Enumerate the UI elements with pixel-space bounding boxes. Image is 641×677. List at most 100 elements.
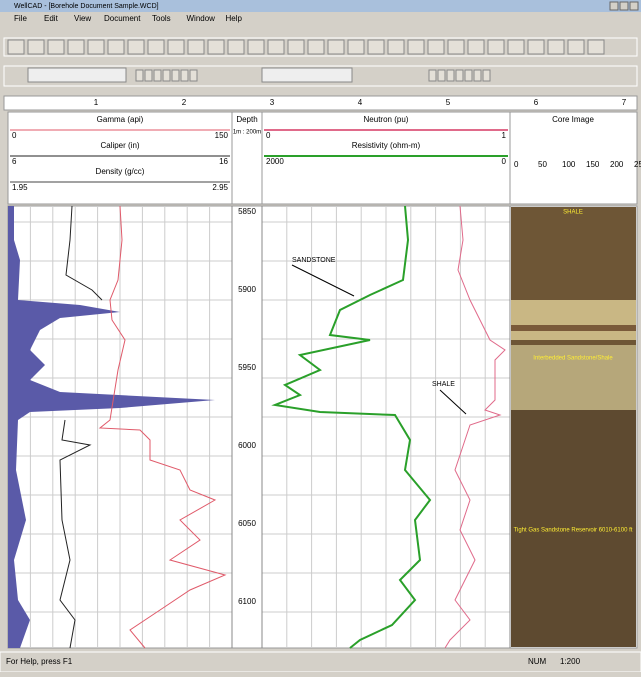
- menu-item[interactable]: File: [14, 14, 27, 23]
- caliper-curve: [59, 205, 103, 649]
- curve-min: 6: [12, 157, 17, 166]
- menu-item[interactable]: Tools: [152, 14, 171, 23]
- tool-button[interactable]: [587, 39, 605, 55]
- tool-button[interactable]: [455, 69, 464, 82]
- menu-item[interactable]: View: [74, 14, 91, 23]
- neutron-curve: [271, 205, 432, 649]
- tool-button[interactable]: [567, 39, 585, 55]
- depth-label: 5950: [238, 363, 256, 372]
- ruler-label: 4: [358, 98, 363, 107]
- curve-max: 150: [215, 131, 229, 140]
- ruler-labels: 1 2 3 4 5 6 7: [94, 98, 627, 107]
- tool-button[interactable]: [162, 69, 171, 82]
- tool-button[interactable]: [507, 39, 525, 55]
- tool-button[interactable]: [47, 39, 65, 55]
- tool-button[interactable]: [153, 69, 162, 82]
- tool-button[interactable]: [427, 39, 445, 55]
- tool-button[interactable]: [227, 39, 245, 55]
- image-name: Core Image: [552, 115, 594, 124]
- tool-button[interactable]: [167, 39, 185, 55]
- density-curve: [98, 205, 227, 649]
- gamma-fill: [8, 206, 215, 648]
- resistivity-curve: [444, 205, 506, 649]
- tool-button[interactable]: [180, 69, 189, 82]
- depth-label: 5850: [238, 207, 256, 216]
- tool-button[interactable]: [473, 69, 482, 82]
- tool-button[interactable]: [307, 39, 325, 55]
- ruler-label: 1: [94, 98, 99, 107]
- tool-button[interactable]: [127, 39, 145, 55]
- tool-button[interactable]: [107, 39, 125, 55]
- tool-button[interactable]: [467, 39, 485, 55]
- tool-button[interactable]: [482, 69, 491, 82]
- ruler-label: 3: [270, 98, 275, 107]
- depth-name: Depth: [236, 115, 257, 124]
- menu-item[interactable]: Help: [226, 14, 243, 23]
- image-scale: 0: [514, 160, 519, 169]
- minimize-button[interactable]: [609, 1, 619, 11]
- curve-max: 0: [502, 157, 507, 166]
- curve-name: Caliper (in): [100, 141, 139, 150]
- tool-button[interactable]: [147, 39, 165, 55]
- tool-button[interactable]: [27, 39, 45, 55]
- menu-item[interactable]: Document: [104, 14, 141, 23]
- tool-button[interactable]: [487, 39, 505, 55]
- menu-item[interactable]: Window: [187, 14, 216, 23]
- annotation: SANDSTONE: [292, 257, 336, 264]
- tool-button[interactable]: [67, 39, 85, 55]
- tool-button[interactable]: [267, 39, 285, 55]
- curve-min: 2000: [266, 157, 284, 166]
- ruler-label: 7: [622, 98, 627, 107]
- tool-button[interactable]: [87, 39, 105, 55]
- tool-button[interactable]: [367, 39, 385, 55]
- ruler-label: 5: [446, 98, 451, 107]
- tool-button[interactable]: [407, 39, 425, 55]
- tool-button[interactable]: [287, 39, 305, 55]
- status-mode: NUM: [528, 657, 547, 666]
- toolbar-buttons: [7, 39, 605, 82]
- tool-button[interactable]: [547, 39, 565, 55]
- depth-unit: 1m : 200m: [233, 130, 261, 136]
- curve-min: 1.95: [12, 183, 28, 192]
- overlay: SANDSTONE SHALE SHALE Interbedded Sandstone…: [292, 210, 633, 534]
- curve-min: 0: [12, 131, 17, 140]
- ruler-label: 2: [182, 98, 187, 107]
- tool-button[interactable]: [247, 39, 265, 55]
- menu-item[interactable]: Edit: [44, 14, 59, 23]
- curve-name: Density (g/cc): [96, 167, 145, 176]
- window-title: WellCAD - [Borehole Document Sample.WCD]: [14, 3, 159, 10]
- tool-button[interactable]: [437, 69, 446, 82]
- ruler: [3, 95, 638, 111]
- depth-label: 6050: [238, 519, 256, 528]
- ruler-label: 6: [534, 98, 539, 107]
- tool-button[interactable]: [187, 39, 205, 55]
- tool-button[interactable]: [327, 39, 345, 55]
- curve-name: Neutron (pu): [364, 115, 409, 124]
- tool-button[interactable]: [171, 69, 180, 82]
- menu-bar: File Edit View Document Tools Window Help: [14, 14, 243, 23]
- curve-name: Gamma (api): [97, 115, 144, 124]
- tool-button[interactable]: [428, 69, 437, 82]
- tool-button[interactable]: [527, 39, 545, 55]
- tool-button[interactable]: [189, 69, 198, 82]
- image-scale: 200: [610, 160, 624, 169]
- depth-label: 6100: [238, 597, 256, 606]
- tool-button[interactable]: [447, 39, 465, 55]
- tool-button[interactable]: [135, 69, 144, 82]
- tool-button[interactable]: [347, 39, 365, 55]
- tool-button[interactable]: [464, 69, 473, 82]
- tool-button[interactable]: [387, 39, 405, 55]
- close-button[interactable]: [629, 1, 639, 11]
- image-label: Interbedded Sandstone/Shale: [533, 356, 613, 362]
- annotation-arrow: [291, 264, 355, 297]
- tool-button[interactable]: [7, 39, 25, 55]
- curve-min: 0: [266, 131, 271, 140]
- tool-button[interactable]: [446, 69, 455, 82]
- tool-button[interactable]: [144, 69, 153, 82]
- image-label: Tight Gas Sandstone Reservoir 6010-6100 …: [514, 528, 633, 534]
- maximize-button[interactable]: [619, 1, 629, 11]
- tool-button[interactable]: [207, 39, 225, 55]
